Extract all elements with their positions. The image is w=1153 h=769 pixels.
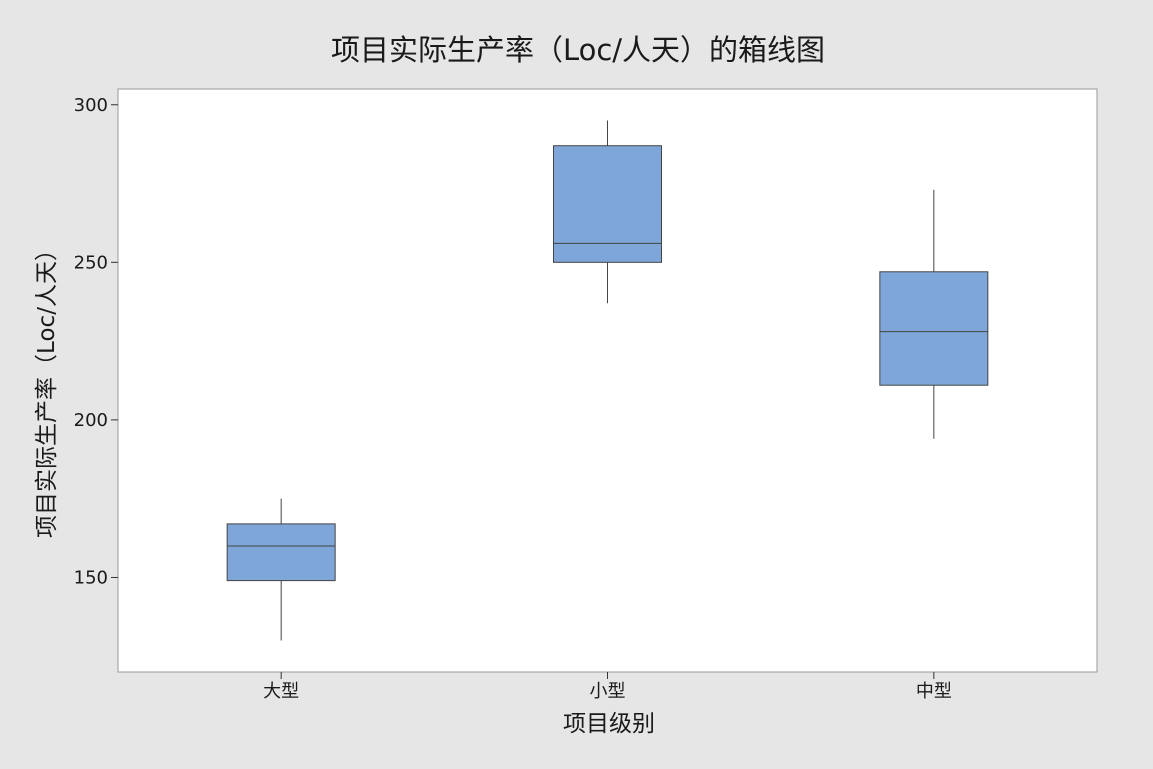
y-tick-label: 150 — [74, 567, 108, 588]
x-tick-label: 小型 — [590, 681, 626, 702]
y-tick-label: 250 — [74, 252, 108, 273]
box-series — [226, 120, 989, 641]
x-tick-label: 中型 — [916, 681, 952, 702]
x-axis-ticks: 大型 小型 中型 — [263, 672, 952, 702]
box-1 — [226, 498, 336, 641]
y-axis-label: 项目实际生产率（Loc/人天） — [34, 238, 60, 538]
box-2 — [553, 120, 662, 304]
y-tick-label: 300 — [74, 95, 108, 116]
y-axis-ticks: 150 200 250 300 — [74, 95, 118, 588]
box-3 — [879, 189, 989, 439]
iqr-box — [553, 145, 662, 263]
y-tick-label: 200 — [74, 410, 108, 431]
iqr-box — [879, 271, 989, 386]
iqr-box — [226, 523, 336, 582]
x-tick-label: 大型 — [263, 681, 299, 702]
chart-title: 项目实际生产率（Loc/人天）的箱线图 — [331, 33, 825, 67]
x-axis-label: 项目级别 — [563, 711, 655, 737]
